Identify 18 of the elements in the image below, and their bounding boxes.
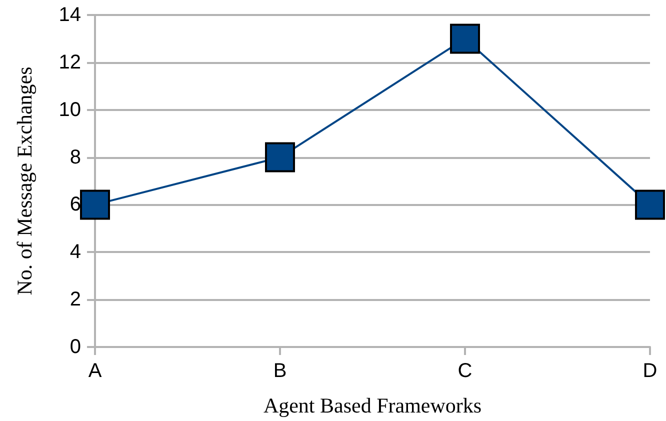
x-axis-title: Agent Based Frameworks bbox=[263, 394, 482, 418]
y-tick-label: 10 bbox=[58, 98, 81, 121]
y-tick-label: 14 bbox=[58, 4, 81, 26]
x-tick-label: C bbox=[458, 360, 472, 382]
y-tick-label: 6 bbox=[70, 194, 81, 216]
x-tick-label: D bbox=[642, 360, 658, 382]
y-tick-label: 8 bbox=[70, 146, 81, 168]
point bbox=[635, 190, 665, 220]
y-tick-label: 4 bbox=[70, 241, 81, 264]
y-axis-title: No. of Message Exchanges bbox=[12, 66, 36, 296]
x-tick-label: A bbox=[88, 360, 102, 382]
x-tick-label: B bbox=[273, 360, 287, 382]
point bbox=[80, 190, 110, 220]
y-tick-label: 0 bbox=[70, 336, 81, 358]
y-tick-label: 12 bbox=[58, 51, 81, 74]
point bbox=[265, 142, 295, 172]
point bbox=[450, 24, 480, 54]
y-tick-label: 2 bbox=[70, 288, 81, 311]
